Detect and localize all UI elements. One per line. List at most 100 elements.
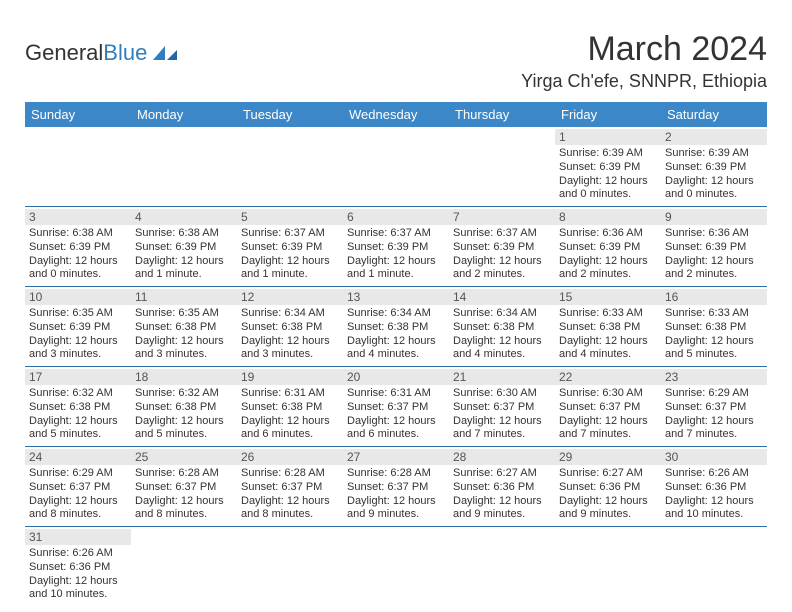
daylight-text: Daylight: 12 hours and 6 minutes. (241, 415, 339, 443)
day-number: 19 (237, 369, 343, 385)
sunrise-text: Sunrise: 6:27 AM (453, 467, 551, 481)
sunrise-text: Sunrise: 6:36 AM (559, 227, 657, 241)
day-details: Sunrise: 6:27 AMSunset: 6:36 PMDaylight:… (453, 467, 551, 522)
day-number: 10 (25, 289, 131, 305)
weekday-header: Thursday (449, 102, 555, 127)
daylight-text: Daylight: 12 hours and 1 minute. (241, 255, 339, 283)
logo-text-a: General (25, 40, 103, 66)
calendar-day-cell (343, 127, 449, 207)
daylight-text: Daylight: 12 hours and 8 minutes. (135, 495, 233, 523)
calendar-day-cell: 7Sunrise: 6:37 AMSunset: 6:39 PMDaylight… (449, 207, 555, 287)
sunrise-text: Sunrise: 6:35 AM (29, 307, 127, 321)
daylight-text: Daylight: 12 hours and 1 minute. (135, 255, 233, 283)
daylight-text: Daylight: 12 hours and 3 minutes. (135, 335, 233, 363)
day-number: 4 (131, 209, 237, 225)
calendar-day-cell: 15Sunrise: 6:33 AMSunset: 6:38 PMDayligh… (555, 287, 661, 367)
calendar-day-cell: 8Sunrise: 6:36 AMSunset: 6:39 PMDaylight… (555, 207, 661, 287)
calendar-day-cell: 24Sunrise: 6:29 AMSunset: 6:37 PMDayligh… (25, 447, 131, 527)
daylight-text: Daylight: 12 hours and 8 minutes. (29, 495, 127, 523)
calendar-day-cell: 17Sunrise: 6:32 AMSunset: 6:38 PMDayligh… (25, 367, 131, 447)
day-number: 30 (661, 449, 767, 465)
daylight-text: Daylight: 12 hours and 8 minutes. (241, 495, 339, 523)
calendar-day-cell: 11 Sunrise: 6:35 AMSunset: 6:38 PMDayligh… (131, 287, 237, 367)
day-number: 27 (343, 449, 449, 465)
calendar-day-cell: 31Sunrise: 6:26 AMSunset: 6:36 PMDayligh… (25, 527, 131, 607)
daylight-text: Daylight: 12 hours and 7 minutes. (453, 415, 551, 443)
sunrise-text: Sunrise: 6:34 AM (453, 307, 551, 321)
day-number: 3 (25, 209, 131, 225)
sunrise-text: Sunrise: 6:39 AM (665, 147, 763, 161)
calendar-day-cell (131, 527, 237, 607)
day-number: 16 (661, 289, 767, 305)
daylight-text: Daylight: 12 hours and 5 minutes. (665, 335, 763, 363)
calendar-day-cell: 29 Sunrise: 6:27 AMSunset: 6:36 PMDayligh… (555, 447, 661, 527)
calendar-day-cell: 4Sunrise: 6:38 AMSunset: 6:39 PMDaylight… (131, 207, 237, 287)
day-number: 22 (555, 369, 661, 385)
weekday-header-row: Sunday Monday Tuesday Wednesday Thursday… (25, 102, 767, 127)
day-number: 29 (555, 449, 661, 465)
daylight-text: Daylight: 12 hours and 4 minutes. (559, 335, 657, 363)
sunset-text: Sunset: 6:38 PM (665, 321, 763, 335)
sunrise-text: Sunrise: 6:30 AM (453, 387, 551, 401)
sunset-text: Sunset: 6:37 PM (29, 481, 127, 495)
sunset-text: Sunset: 6:37 PM (241, 481, 339, 495)
calendar-day-cell: 27 Sunrise: 6:28 AMSunset: 6:37 PMDayligh… (343, 447, 449, 527)
sunset-text: Sunset: 6:38 PM (559, 321, 657, 335)
day-number: 9 (661, 209, 767, 225)
day-details: Sunrise: 6:28 AMSunset: 6:37 PMDaylight:… (347, 467, 445, 522)
day-details: Sunrise: 6:34 AMSunset: 6:38 PMDaylight:… (347, 307, 445, 362)
day-number: 26 (237, 449, 343, 465)
sunset-text: Sunset: 6:39 PM (347, 241, 445, 255)
calendar-day-cell (449, 127, 555, 207)
sunset-text: Sunset: 6:39 PM (665, 161, 763, 175)
sunrise-text: Sunrise: 6:37 AM (241, 227, 339, 241)
calendar-table: Sunday Monday Tuesday Wednesday Thursday… (25, 102, 767, 606)
calendar-day-cell: 14Sunrise: 6:34 AMSunset: 6:38 PMDayligh… (449, 287, 555, 367)
calendar-day-cell: 1Sunrise: 6:39 AMSunset: 6:39 PMDaylight… (555, 127, 661, 207)
sunrise-text: Sunrise: 6:28 AM (241, 467, 339, 481)
sunset-text: Sunset: 6:38 PM (135, 401, 233, 415)
daylight-text: Daylight: 12 hours and 1 minute. (347, 255, 445, 283)
sunrise-text: Sunrise: 6:31 AM (241, 387, 339, 401)
sunset-text: Sunset: 6:38 PM (347, 321, 445, 335)
day-number: 17 (25, 369, 131, 385)
sunrise-text: Sunrise: 6:34 AM (241, 307, 339, 321)
calendar-week-row: 1Sunrise: 6:39 AMSunset: 6:39 PMDaylight… (25, 127, 767, 207)
day-details: Sunrise: 6:33 AMSunset: 6:38 PMDaylight:… (665, 307, 763, 362)
calendar-week-row: 10Sunrise: 6:35 AMSunset: 6:39 PMDayligh… (25, 287, 767, 367)
daylight-text: Daylight: 12 hours and 5 minutes. (29, 415, 127, 443)
calendar-week-row: 31Sunrise: 6:26 AMSunset: 6:36 PMDayligh… (25, 527, 767, 607)
calendar-day-cell: 6Sunrise: 6:37 AMSunset: 6:39 PMDaylight… (343, 207, 449, 287)
day-details: Sunrise: 6:35 AMSunset: 6:38 PMDaylight:… (135, 307, 233, 362)
daylight-text: Daylight: 12 hours and 0 minutes. (559, 175, 657, 203)
calendar-day-cell: 19 Sunrise: 6:31 AMSunset: 6:38 PMDayligh… (237, 367, 343, 447)
calendar-day-cell: 22Sunrise: 6:30 AMSunset: 6:37 PMDayligh… (555, 367, 661, 447)
day-number: 25 (131, 449, 237, 465)
calendar-day-cell: 5Sunrise: 6:37 AMSunset: 6:39 PMDaylight… (237, 207, 343, 287)
calendar-week-row: 3Sunrise: 6:38 AMSunset: 6:39 PMDaylight… (25, 207, 767, 287)
daylight-text: Daylight: 12 hours and 9 minutes. (559, 495, 657, 523)
day-number: 2 (661, 129, 767, 145)
sunset-text: Sunset: 6:36 PM (453, 481, 551, 495)
day-number: 12 (237, 289, 343, 305)
sunrise-text: Sunrise: 6:26 AM (29, 547, 127, 561)
day-details: Sunrise: 6:38 AMSunset: 6:39 PMDaylight:… (29, 227, 127, 282)
day-number: 11 (131, 289, 237, 305)
sunrise-text: Sunrise: 6:38 AM (29, 227, 127, 241)
sunset-text: Sunset: 6:37 PM (665, 401, 763, 415)
day-details: Sunrise: 6:27 AMSunset: 6:36 PMDaylight:… (559, 467, 657, 522)
day-details: Sunrise: 6:31 AMSunset: 6:37 PMDaylight:… (347, 387, 445, 442)
sunrise-text: Sunrise: 6:33 AM (665, 307, 763, 321)
day-number: 5 (237, 209, 343, 225)
calendar-day-cell (555, 527, 661, 607)
calendar-day-cell: 9Sunrise: 6:36 AMSunset: 6:39 PMDaylight… (661, 207, 767, 287)
weekday-header: Tuesday (237, 102, 343, 127)
day-number: 8 (555, 209, 661, 225)
day-number: 28 (449, 449, 555, 465)
day-number: 20 (343, 369, 449, 385)
day-details: Sunrise: 6:34 AMSunset: 6:38 PMDaylight:… (241, 307, 339, 362)
logo: GeneralBlue (25, 40, 179, 66)
day-details: Sunrise: 6:31 AMSunset: 6:38 PMDaylight:… (241, 387, 339, 442)
day-details: Sunrise: 6:34 AMSunset: 6:38 PMDaylight:… (453, 307, 551, 362)
sunrise-text: Sunrise: 6:29 AM (665, 387, 763, 401)
